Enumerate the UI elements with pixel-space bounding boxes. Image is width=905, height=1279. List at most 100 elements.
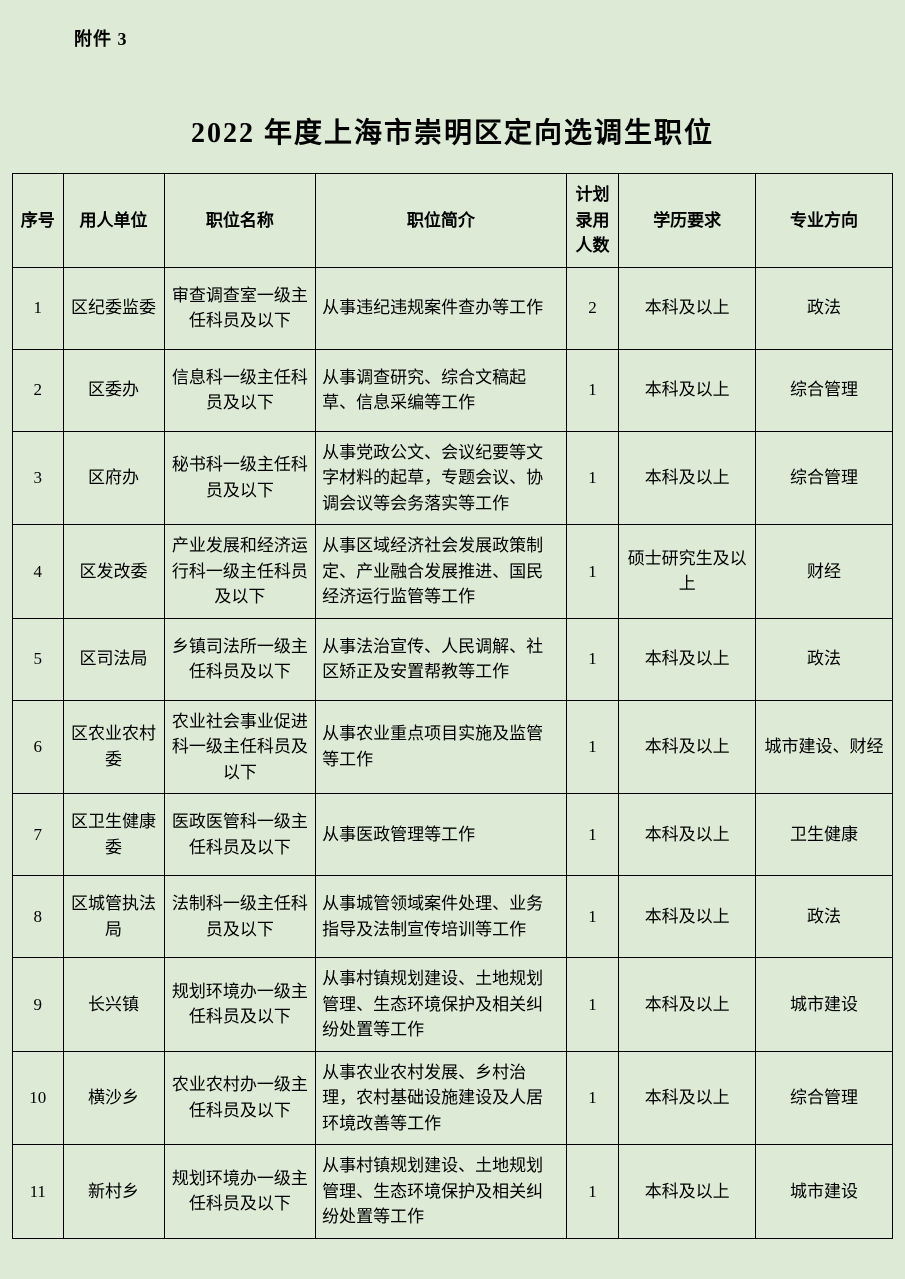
cell-major: 政法 [756,267,893,349]
cell-count: 1 [566,700,619,794]
col-header-seq: 序号 [13,174,64,268]
cell-seq: 5 [13,618,64,700]
cell-edu: 本科及以上 [619,700,756,794]
table-row: 6区农业农村委农业社会事业促进科一级主任科员及以下从事农业重点项目实施及监管等工… [13,700,893,794]
cell-desc: 从事法治宣传、人民调解、社区矫正及安置帮教等工作 [316,618,567,700]
cell-edu: 本科及以上 [619,618,756,700]
cell-position: 农业社会事业促进科一级主任科员及以下 [164,700,316,794]
cell-desc: 从事区域经济社会发展政策制定、产业融合发展推进、国民经济运行监管等工作 [316,525,567,619]
cell-edu: 本科及以上 [619,1145,756,1239]
cell-unit: 区卫生健康委 [63,794,164,876]
cell-count: 1 [566,349,619,431]
col-header-edu: 学历要求 [619,174,756,268]
cell-position: 秘书科一级主任科员及以下 [164,431,316,525]
table-body: 1区纪委监委审查调查室一级主任科员及以下从事违纪违规案件查办等工作2本科及以上政… [13,267,893,1238]
col-header-major: 专业方向 [756,174,893,268]
cell-unit: 区司法局 [63,618,164,700]
cell-major: 城市建设、财经 [756,700,893,794]
cell-major: 财经 [756,525,893,619]
cell-unit: 区纪委监委 [63,267,164,349]
table-row: 3区府办秘书科一级主任科员及以下从事党政公文、会议纪要等文字材料的起草，专题会议… [13,431,893,525]
cell-major: 政法 [756,876,893,958]
table-row: 10横沙乡农业农村办一级主任科员及以下从事农业农村发展、乡村治理，农村基础设施建… [13,1051,893,1145]
cell-position: 法制科一级主任科员及以下 [164,876,316,958]
cell-edu: 本科及以上 [619,1051,756,1145]
col-header-position: 职位名称 [164,174,316,268]
cell-count: 1 [566,1145,619,1239]
cell-major: 综合管理 [756,1051,893,1145]
cell-seq: 4 [13,525,64,619]
cell-seq: 8 [13,876,64,958]
cell-count: 1 [566,958,619,1052]
cell-count: 1 [566,876,619,958]
cell-desc: 从事农业农村发展、乡村治理，农村基础设施建设及人居环境改善等工作 [316,1051,567,1145]
cell-seq: 9 [13,958,64,1052]
cell-unit: 区府办 [63,431,164,525]
cell-unit: 横沙乡 [63,1051,164,1145]
table-row: 2区委办信息科一级主任科员及以下从事调查研究、综合文稿起草、信息采编等工作1本科… [13,349,893,431]
cell-edu: 本科及以上 [619,794,756,876]
cell-major: 政法 [756,618,893,700]
cell-seq: 1 [13,267,64,349]
cell-edu: 本科及以上 [619,267,756,349]
cell-count: 2 [566,267,619,349]
cell-position: 医政医管科一级主任科员及以下 [164,794,316,876]
cell-count: 1 [566,431,619,525]
table-row: 5区司法局乡镇司法所一级主任科员及以下从事法治宣传、人民调解、社区矫正及安置帮教… [13,618,893,700]
table-row: 8区城管执法局法制科一级主任科员及以下从事城管领域案件处理、业务指导及法制宣传培… [13,876,893,958]
cell-position: 规划环境办一级主任科员及以下 [164,958,316,1052]
cell-desc: 从事村镇规划建设、土地规划管理、生态环境保护及相关纠纷处置等工作 [316,1145,567,1239]
cell-unit: 区城管执法局 [63,876,164,958]
cell-seq: 3 [13,431,64,525]
cell-edu: 硕士研究生及以上 [619,525,756,619]
cell-seq: 7 [13,794,64,876]
attachment-label: 附件 3 [12,25,893,51]
cell-major: 综合管理 [756,349,893,431]
table-row: 7区卫生健康委医政医管科一级主任科员及以下从事医政管理等工作1本科及以上卫生健康 [13,794,893,876]
cell-desc: 从事农业重点项目实施及监管等工作 [316,700,567,794]
cell-count: 1 [566,618,619,700]
cell-desc: 从事调查研究、综合文稿起草、信息采编等工作 [316,349,567,431]
cell-major: 综合管理 [756,431,893,525]
cell-edu: 本科及以上 [619,958,756,1052]
cell-position: 农业农村办一级主任科员及以下 [164,1051,316,1145]
col-header-count: 计划录用人数 [566,174,619,268]
cell-unit: 区发改委 [63,525,164,619]
cell-position: 乡镇司法所一级主任科员及以下 [164,618,316,700]
positions-table: 序号 用人单位 职位名称 职位简介 计划录用人数 学历要求 专业方向 1区纪委监… [12,173,893,1239]
table-row: 4区发改委产业发展和经济运行科一级主任科员及以下从事区域经济社会发展政策制定、产… [13,525,893,619]
cell-desc: 从事党政公文、会议纪要等文字材料的起草，专题会议、协调会议等会务落实等工作 [316,431,567,525]
cell-position: 规划环境办一级主任科员及以下 [164,1145,316,1239]
cell-major: 城市建设 [756,958,893,1052]
cell-seq: 6 [13,700,64,794]
cell-unit: 区委办 [63,349,164,431]
table-row: 11新村乡规划环境办一级主任科员及以下从事村镇规划建设、土地规划管理、生态环境保… [13,1145,893,1239]
cell-desc: 从事城管领域案件处理、业务指导及法制宣传培训等工作 [316,876,567,958]
cell-count: 1 [566,525,619,619]
cell-desc: 从事违纪违规案件查办等工作 [316,267,567,349]
cell-edu: 本科及以上 [619,876,756,958]
table-header-row: 序号 用人单位 职位名称 职位简介 计划录用人数 学历要求 专业方向 [13,174,893,268]
cell-position: 审查调查室一级主任科员及以下 [164,267,316,349]
cell-edu: 本科及以上 [619,431,756,525]
cell-major: 卫生健康 [756,794,893,876]
cell-seq: 11 [13,1145,64,1239]
table-row: 9长兴镇规划环境办一级主任科员及以下从事村镇规划建设、土地规划管理、生态环境保护… [13,958,893,1052]
col-header-desc: 职位简介 [316,174,567,268]
cell-unit: 新村乡 [63,1145,164,1239]
cell-seq: 2 [13,349,64,431]
cell-desc: 从事医政管理等工作 [316,794,567,876]
page-title: 2022 年度上海市崇明区定向选调生职位 [12,111,893,151]
cell-seq: 10 [13,1051,64,1145]
cell-position: 信息科一级主任科员及以下 [164,349,316,431]
cell-unit: 区农业农村委 [63,700,164,794]
cell-count: 1 [566,794,619,876]
cell-count: 1 [566,1051,619,1145]
cell-edu: 本科及以上 [619,349,756,431]
cell-desc: 从事村镇规划建设、土地规划管理、生态环境保护及相关纠纷处置等工作 [316,958,567,1052]
table-row: 1区纪委监委审查调查室一级主任科员及以下从事违纪违规案件查办等工作2本科及以上政… [13,267,893,349]
col-header-unit: 用人单位 [63,174,164,268]
cell-major: 城市建设 [756,1145,893,1239]
cell-unit: 长兴镇 [63,958,164,1052]
cell-position: 产业发展和经济运行科一级主任科员及以下 [164,525,316,619]
